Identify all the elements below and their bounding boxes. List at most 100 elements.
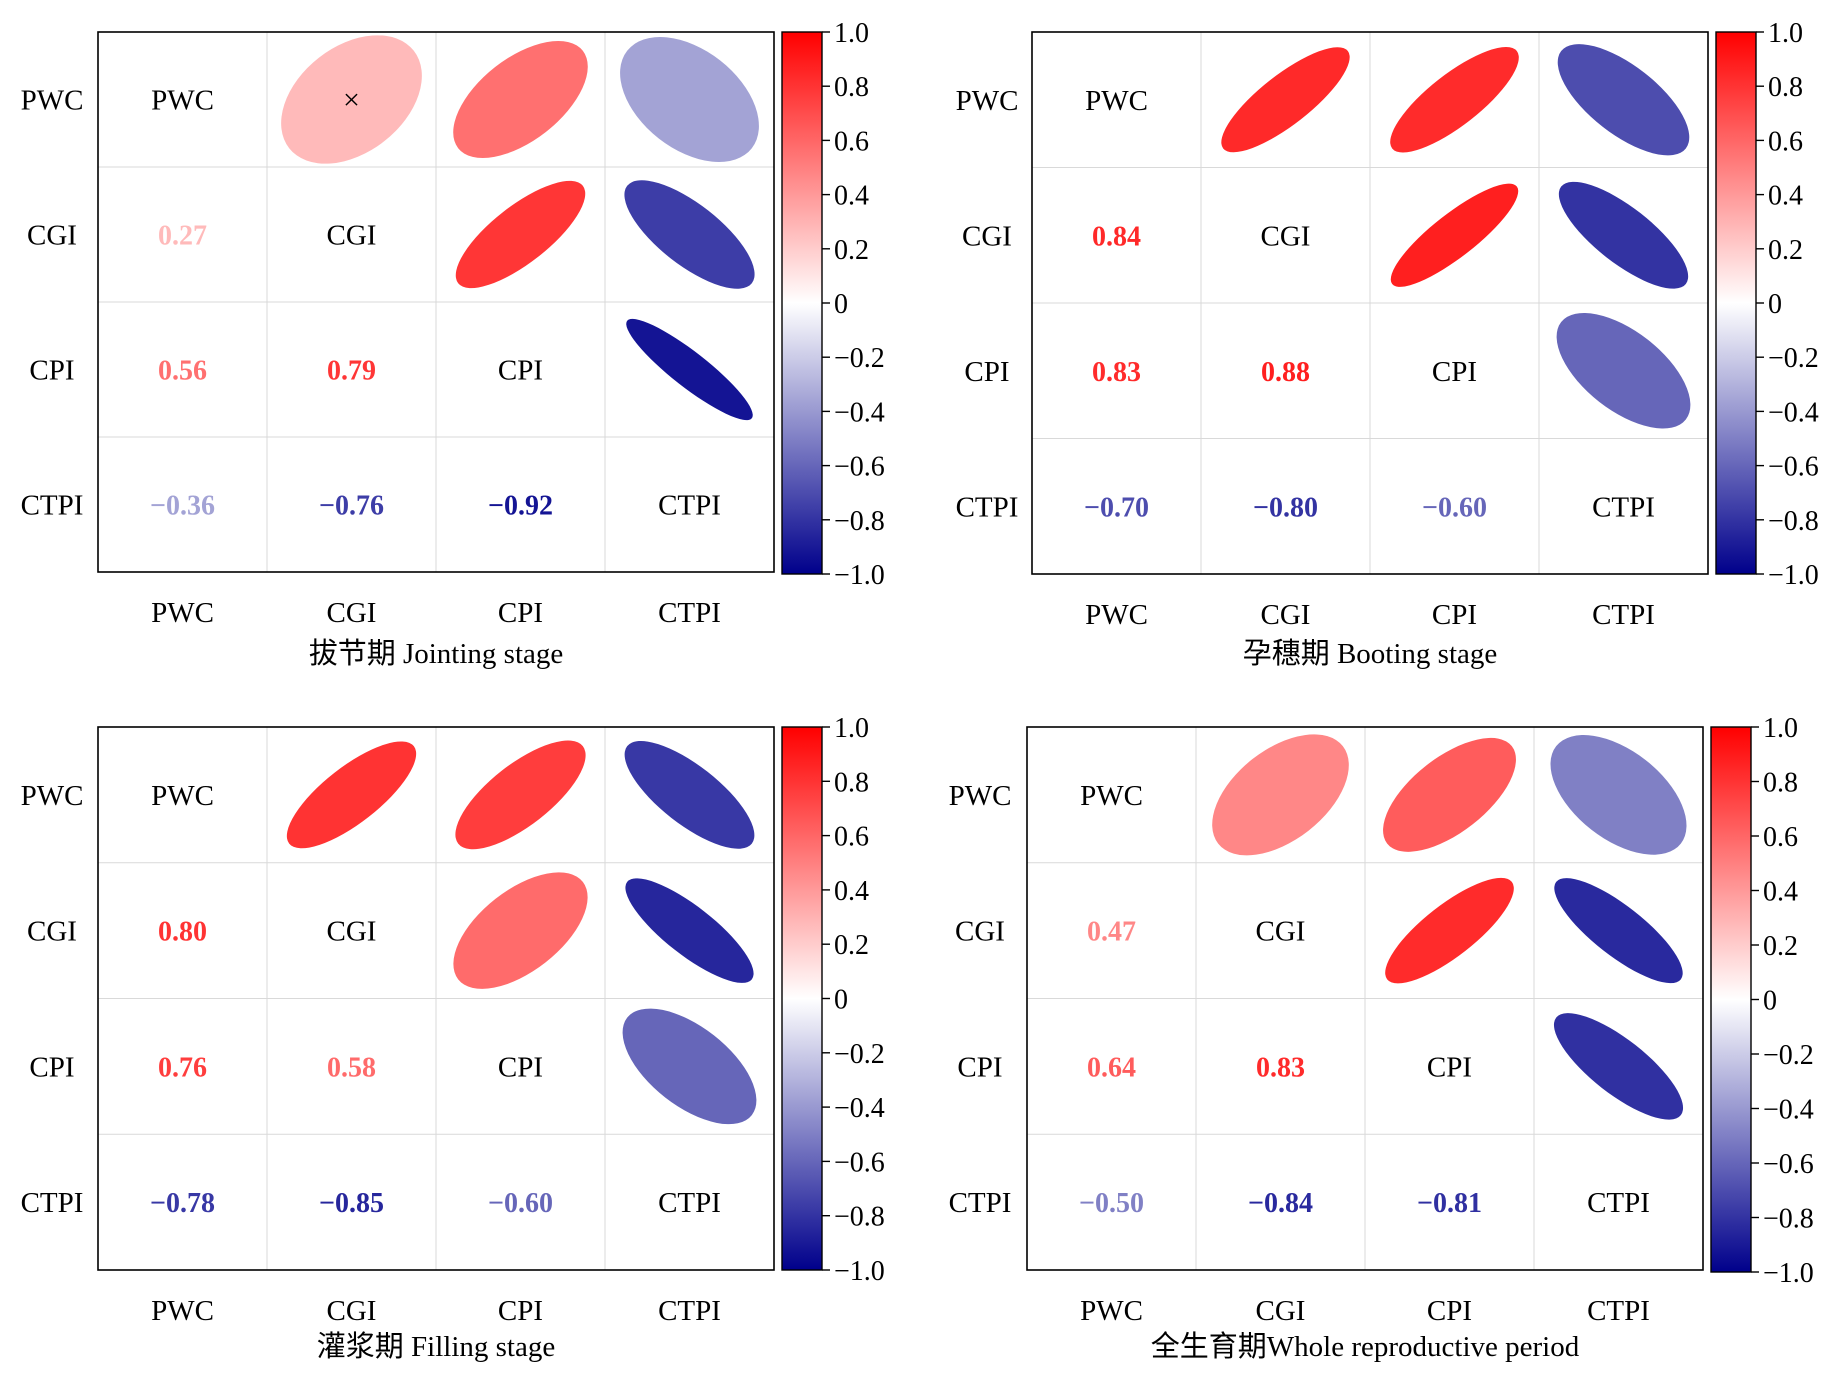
correlation-ellipse [624, 740, 755, 849]
column-label: CPI [1427, 1295, 1472, 1327]
column-label: CPI [498, 1295, 543, 1327]
colorbar-tick-label: −1.0 [834, 1256, 885, 1287]
correlation-value-label: 0.79 [327, 356, 376, 387]
correlation-ellipse [455, 180, 586, 289]
colorbar-tick-label: 1.0 [1763, 713, 1798, 744]
correlation-value-label: −0.84 [1248, 1188, 1313, 1219]
row-label: PWC [21, 780, 84, 812]
colorbar-tick-label: 0 [1763, 986, 1777, 1017]
colorbar-tick-label: 0 [1768, 289, 1782, 320]
correlation-value-label: 0.84 [1092, 221, 1141, 252]
colorbar-tick-label: 0.6 [1768, 126, 1803, 157]
column-label: CPI [1432, 599, 1477, 631]
row-label: CTPI [21, 1187, 84, 1219]
colorbar-tick-label: 0.8 [1768, 72, 1803, 103]
colorbar-tick-label: 0.2 [1763, 931, 1798, 962]
plot-frame [1031, 31, 1709, 575]
colorbar-tick-label: −0.6 [1763, 1149, 1814, 1180]
colorbar-tick-label: −0.8 [834, 1202, 885, 1233]
colorbar-tick-label: 0.4 [834, 876, 869, 907]
plot-frame [97, 31, 775, 573]
correlation-ellipse [1558, 181, 1689, 289]
correlation-value-label: 0.76 [158, 1052, 207, 1083]
column-label: CTPI [1587, 1295, 1650, 1327]
correlation-ellipse [1557, 44, 1690, 156]
correlation-value-label: −0.50 [1079, 1188, 1144, 1219]
panel-title: 全生育期Whole reproductive period [1151, 1330, 1580, 1363]
colorbar-tick-label: −1.0 [1763, 1258, 1814, 1289]
column-label: CTPI [658, 1295, 721, 1327]
correlation-ellipse [625, 878, 754, 983]
correlation-ellipse [622, 1008, 757, 1125]
row-label: CGI [962, 220, 1012, 252]
diagonal-label: PWC [151, 85, 214, 117]
colorbar [1710, 726, 1752, 1273]
correlation-value-label: −0.76 [319, 491, 384, 522]
colorbar-tick-label: −0.8 [1768, 506, 1819, 537]
correlation-value-label: 0.47 [1087, 917, 1136, 948]
correlation-value-label: −0.60 [488, 1188, 553, 1219]
correlation-ellipse [1550, 735, 1687, 855]
colorbar-tick-label: −0.2 [1768, 343, 1819, 374]
correlation-ellipse [453, 40, 588, 159]
colorbar-tick-label: 0.6 [834, 126, 869, 157]
row-label: CPI [957, 1051, 1002, 1083]
correlation-value-label: −0.70 [1084, 492, 1149, 523]
correlation-ellipse [1553, 1013, 1684, 1120]
diagonal-label: PWC [1085, 85, 1148, 117]
correlation-value-label: −0.92 [488, 491, 553, 522]
colorbar-tick-label: −0.8 [834, 506, 885, 537]
row-label: CTPI [949, 1187, 1012, 1219]
colorbar-tick-label: 0.6 [1763, 822, 1798, 853]
correlation-value-label: −0.81 [1417, 1188, 1482, 1219]
correlation-value-label: 0.83 [1256, 1052, 1305, 1083]
correlation-value-label: 0.58 [327, 1052, 376, 1083]
colorbar-tick-label: −0.6 [1768, 452, 1819, 483]
colorbar-tick-label: 0.8 [834, 72, 869, 103]
plot-frame [97, 726, 775, 1271]
diagonal-label: CPI [1427, 1051, 1472, 1083]
colorbar-tick-label: 1.0 [834, 713, 869, 744]
column-label: CPI [498, 597, 543, 629]
correlation-ellipse [624, 180, 755, 289]
row-label: CGI [27, 220, 77, 252]
colorbar [781, 31, 823, 575]
panel-1: PWC CGI CPI CTPI 0.27 0.56 0.79 −0.36 −0.76 −0.92… [21, 18, 885, 670]
correlation-value-label: −0.80 [1253, 492, 1318, 523]
diagonal-label: CGI [1261, 220, 1311, 252]
correlation-ellipse [1212, 734, 1349, 856]
diagonal-label: CTPI [658, 1187, 721, 1219]
correlation-ellipse [1390, 47, 1519, 153]
row-label: CTPI [956, 491, 1019, 523]
row-label: CPI [29, 1051, 74, 1083]
column-label: CTPI [1592, 599, 1655, 631]
colorbar-tick-label: 0.4 [1768, 181, 1803, 212]
correlation-value-label: 0.83 [1092, 357, 1141, 388]
correlation-value-label: −0.85 [319, 1188, 384, 1219]
correlation-value-label: −0.78 [150, 1188, 215, 1219]
diagonal-label: CGI [1256, 916, 1306, 948]
correlation-value-label: 0.56 [158, 356, 207, 387]
row-label: PWC [21, 85, 84, 117]
colorbar-tick-label: 1.0 [834, 18, 869, 49]
colorbar-tick-label: −0.6 [834, 1147, 885, 1178]
colorbar-tick-label: −1.0 [1768, 560, 1819, 591]
correlation-ellipse [1556, 312, 1691, 429]
correlation-value-label: −0.36 [150, 491, 215, 522]
colorbar-tick-label: 1.0 [1768, 18, 1803, 49]
colorbar-tick-label: −1.0 [834, 560, 885, 591]
diagonal-label: CTPI [658, 490, 721, 522]
correlation-ellipse [1390, 183, 1519, 287]
row-label: PWC [949, 780, 1012, 812]
row-label: CPI [29, 355, 74, 387]
diagonal-label: CTPI [1587, 1187, 1650, 1219]
panel-title: 拔节期 Jointing stage [309, 637, 564, 670]
colorbar-tick-label: −0.4 [834, 1093, 885, 1124]
diagonal-label: PWC [151, 780, 214, 812]
colorbar-tick-label: −0.4 [1763, 1095, 1814, 1126]
colorbar-tick-label: −0.4 [1768, 397, 1819, 428]
